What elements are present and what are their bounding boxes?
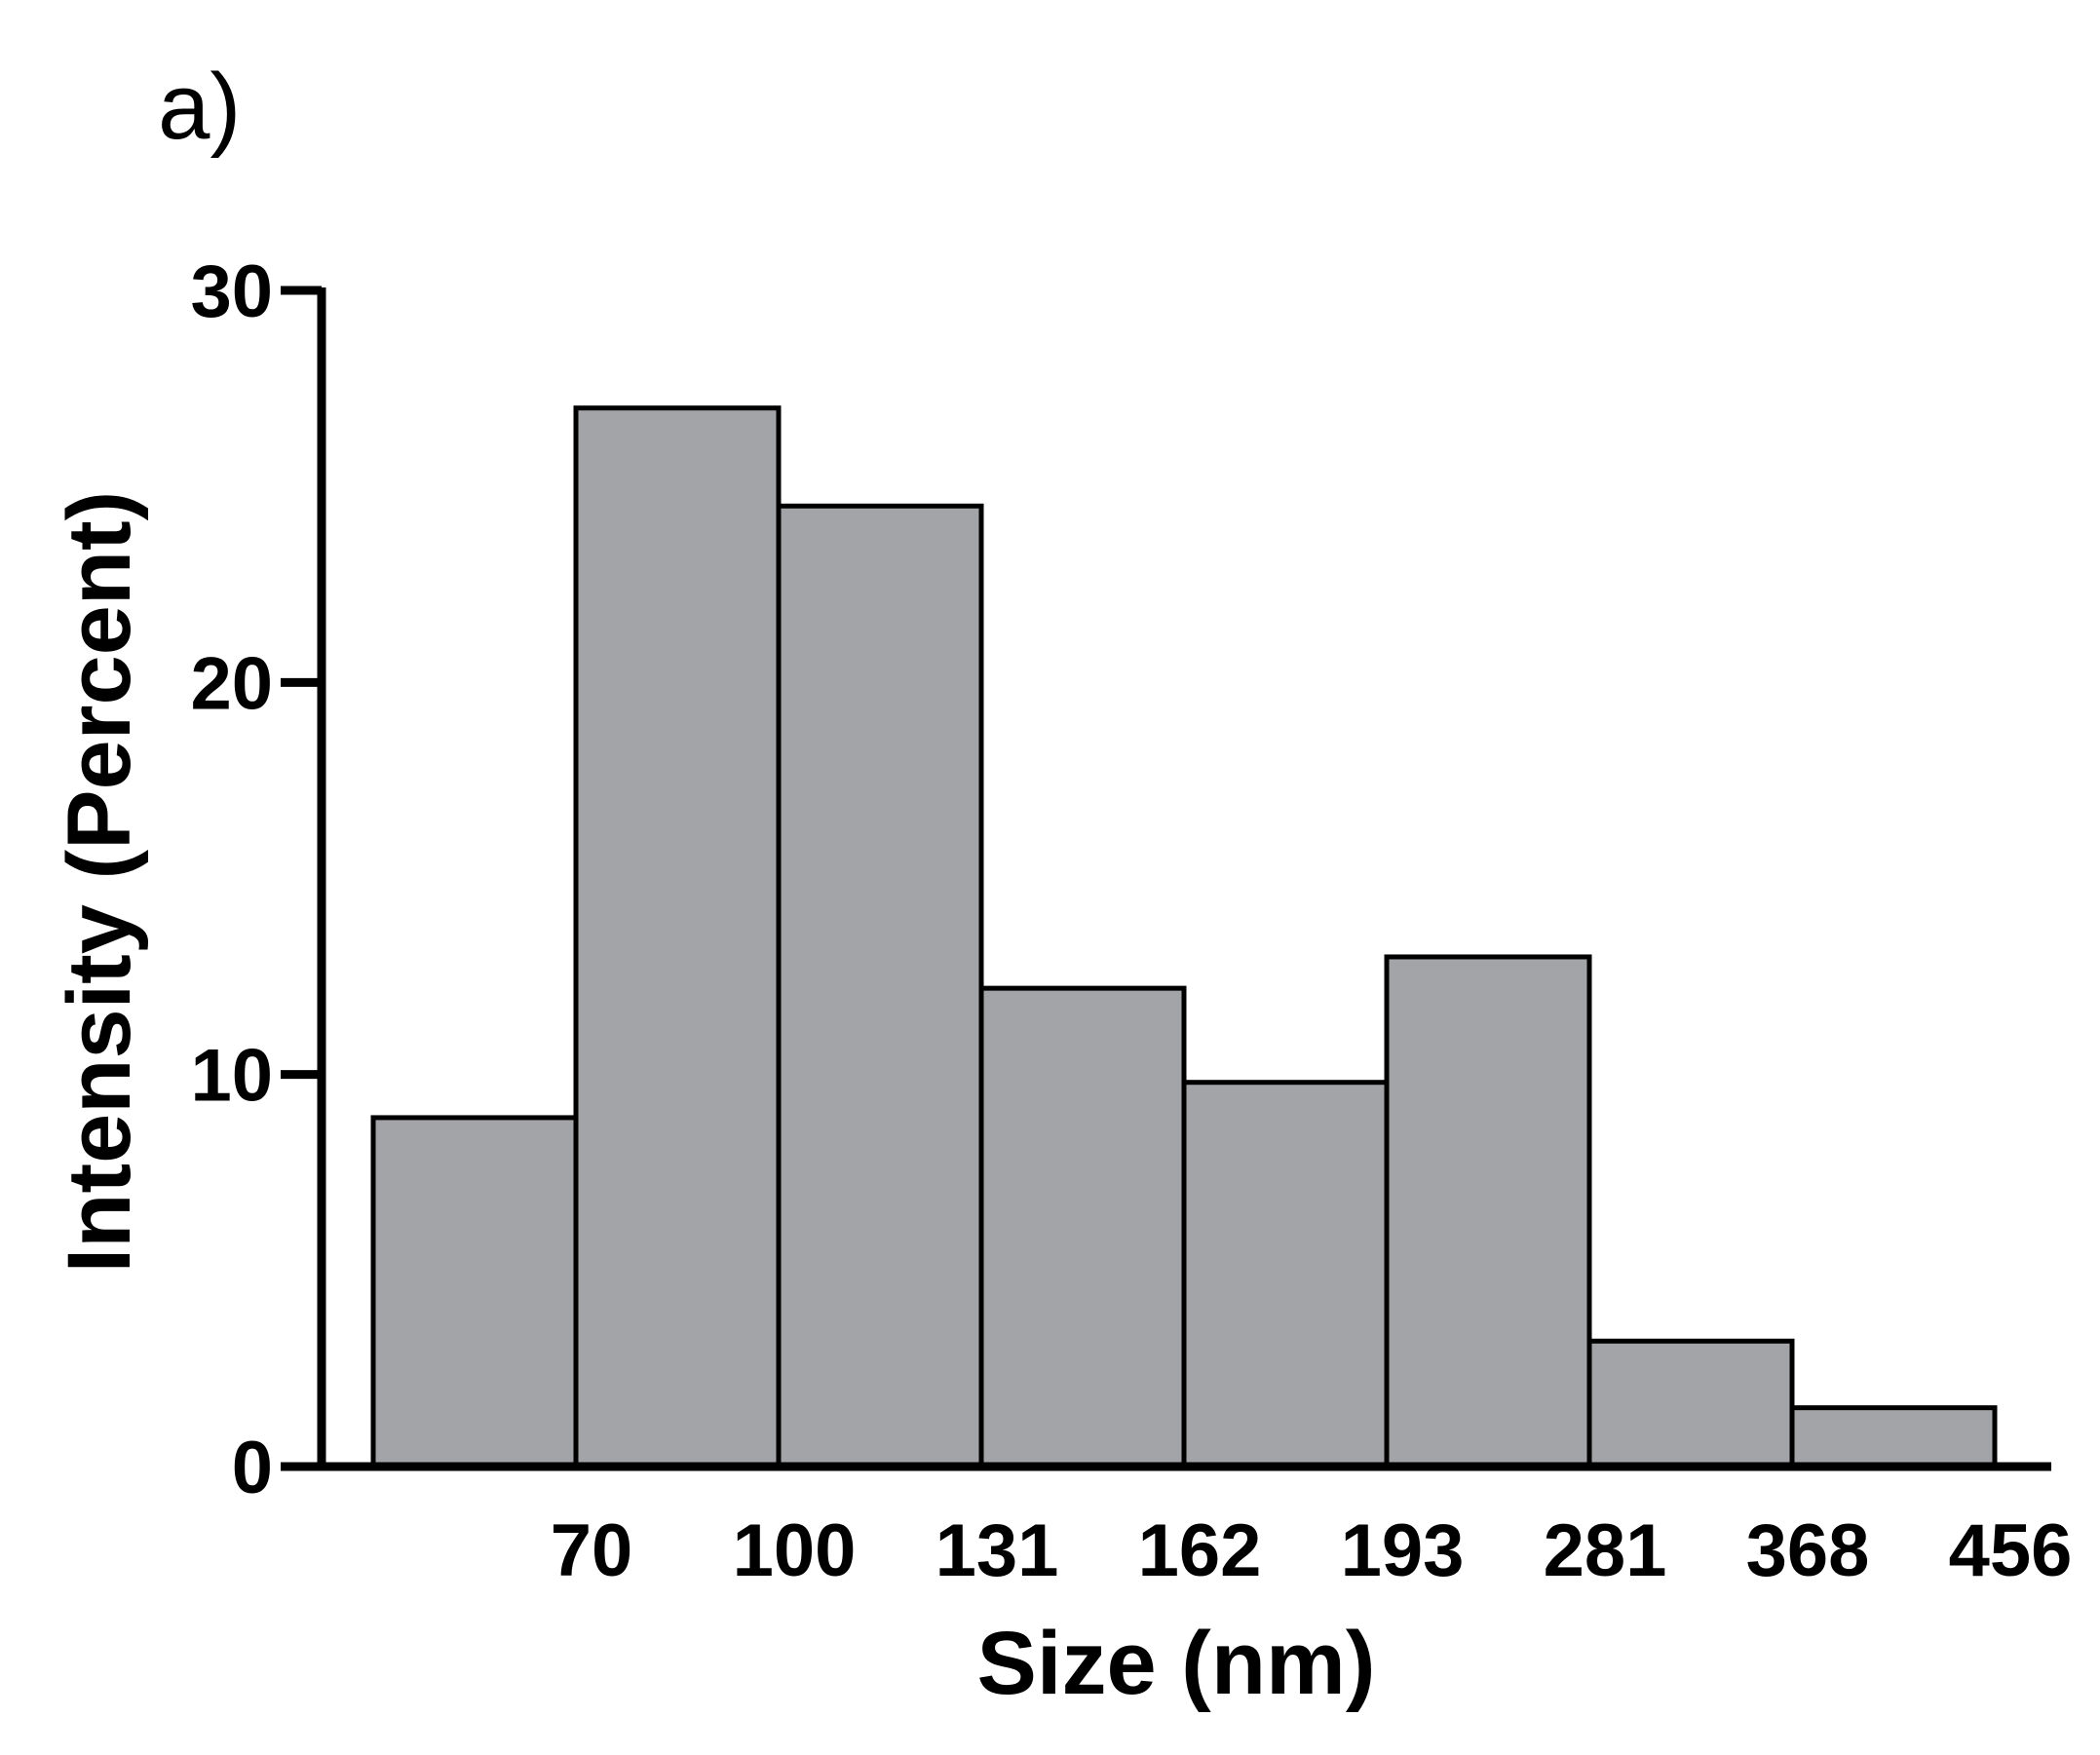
bar-8: [1789, 1405, 1998, 1469]
y-axis-title: Intensity (Percent): [50, 491, 149, 1274]
bar-6: [1384, 954, 1592, 1469]
x-tick-label: 193: [1341, 1509, 1465, 1592]
x-tick-label: 281: [1544, 1509, 1667, 1592]
x-tick-label: 100: [733, 1509, 857, 1592]
y-tick-label: 0: [232, 1427, 273, 1509]
x-tick-label: 70: [551, 1509, 633, 1592]
x-axis-title: Size (nm): [977, 1614, 1376, 1713]
y-tick-label: 30: [190, 250, 273, 333]
bars-group: [370, 405, 1998, 1469]
x-tick-label: 456: [1949, 1509, 2073, 1592]
bar-3: [776, 503, 984, 1469]
bar-7: [1586, 1338, 1795, 1469]
y-tick-label: 20: [190, 642, 273, 725]
y-tick-label: 10: [190, 1035, 273, 1118]
ticks-group: 0 10 20 30 70 100 131 162 193 281 368 456: [190, 250, 2072, 1592]
bar-4: [978, 985, 1187, 1469]
x-tick-label: 131: [935, 1509, 1059, 1592]
bar-2: [573, 405, 782, 1469]
bar-1: [370, 1115, 579, 1469]
bar-5: [1181, 1080, 1390, 1469]
x-tick-label: 368: [1746, 1509, 1870, 1592]
x-tick-label: 162: [1138, 1509, 1262, 1592]
axes-group: [317, 287, 2051, 1471]
panel-label: a): [158, 55, 241, 159]
